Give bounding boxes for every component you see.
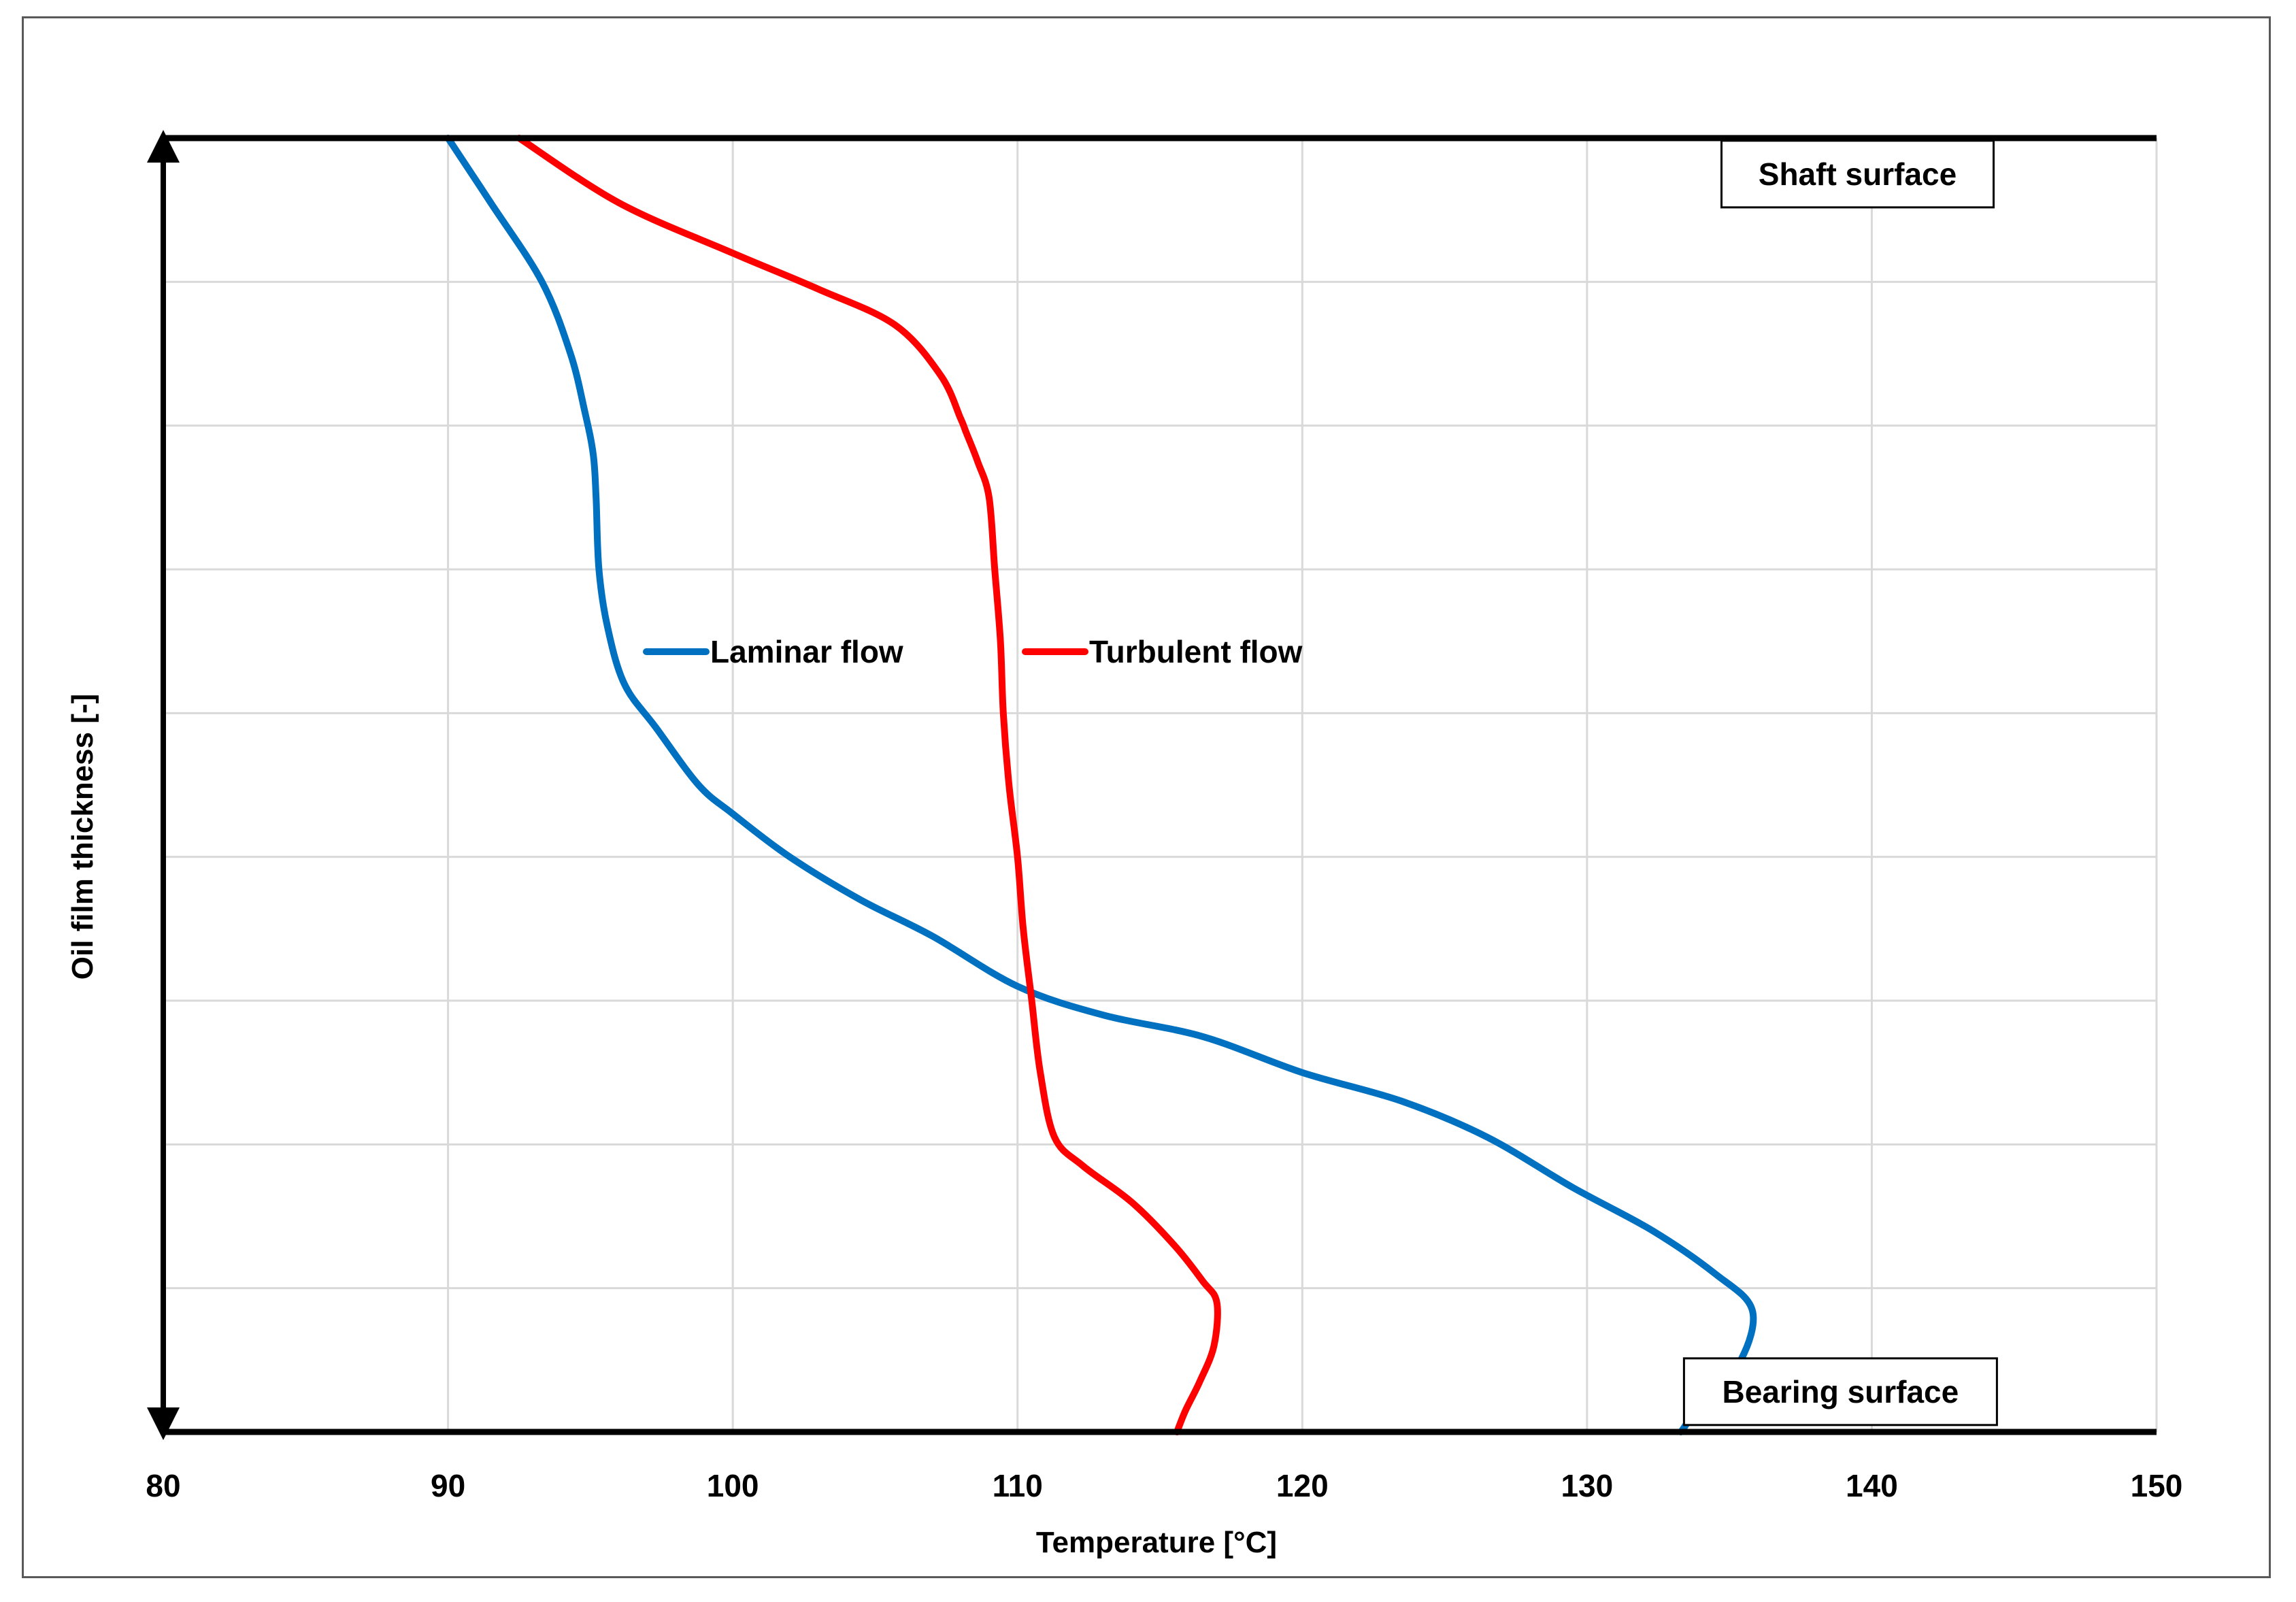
annotation-box	[1682, 1357, 1998, 1426]
legend-label: Turbulent flow	[1089, 634, 1303, 669]
x-tick-label: 80	[146, 1468, 180, 1503]
chart-frame	[22, 16, 2271, 1578]
x-tick-label: 150	[2131, 1468, 2183, 1503]
y-axis-label: Oil film thickness [-]	[66, 694, 99, 980]
x-tick-label: 130	[1561, 1468, 1613, 1503]
annotation-box	[1720, 139, 1995, 209]
x-tick-labels: 80 90 100 110 120 130 140 150	[146, 1468, 2182, 1503]
axes	[147, 130, 2157, 1440]
x-tick-label: 140	[1846, 1468, 1898, 1503]
x-tick-label: 110	[993, 1468, 1043, 1503]
series-line-laminar-flow	[444, 135, 1757, 1435]
x-axis-label: Temperature [°C]	[1036, 1526, 1277, 1559]
series-line-turbulent-flow	[516, 135, 1221, 1435]
series-layer	[444, 135, 1757, 1435]
x-tick-label: 100	[707, 1468, 759, 1503]
annotation-label: Shaft surface	[1759, 156, 1957, 192]
grid	[163, 138, 2158, 1432]
annotations: Shaft surface Bearing surface	[1682, 139, 1998, 1426]
annotation-label: Bearing surface	[1723, 1374, 1959, 1409]
x-tick-label: 90	[431, 1468, 465, 1503]
legend-label: Laminar flow	[710, 634, 903, 669]
legend: Laminar flow Turbulent flow	[643, 634, 1303, 669]
x-tick-label: 120	[1276, 1468, 1329, 1503]
